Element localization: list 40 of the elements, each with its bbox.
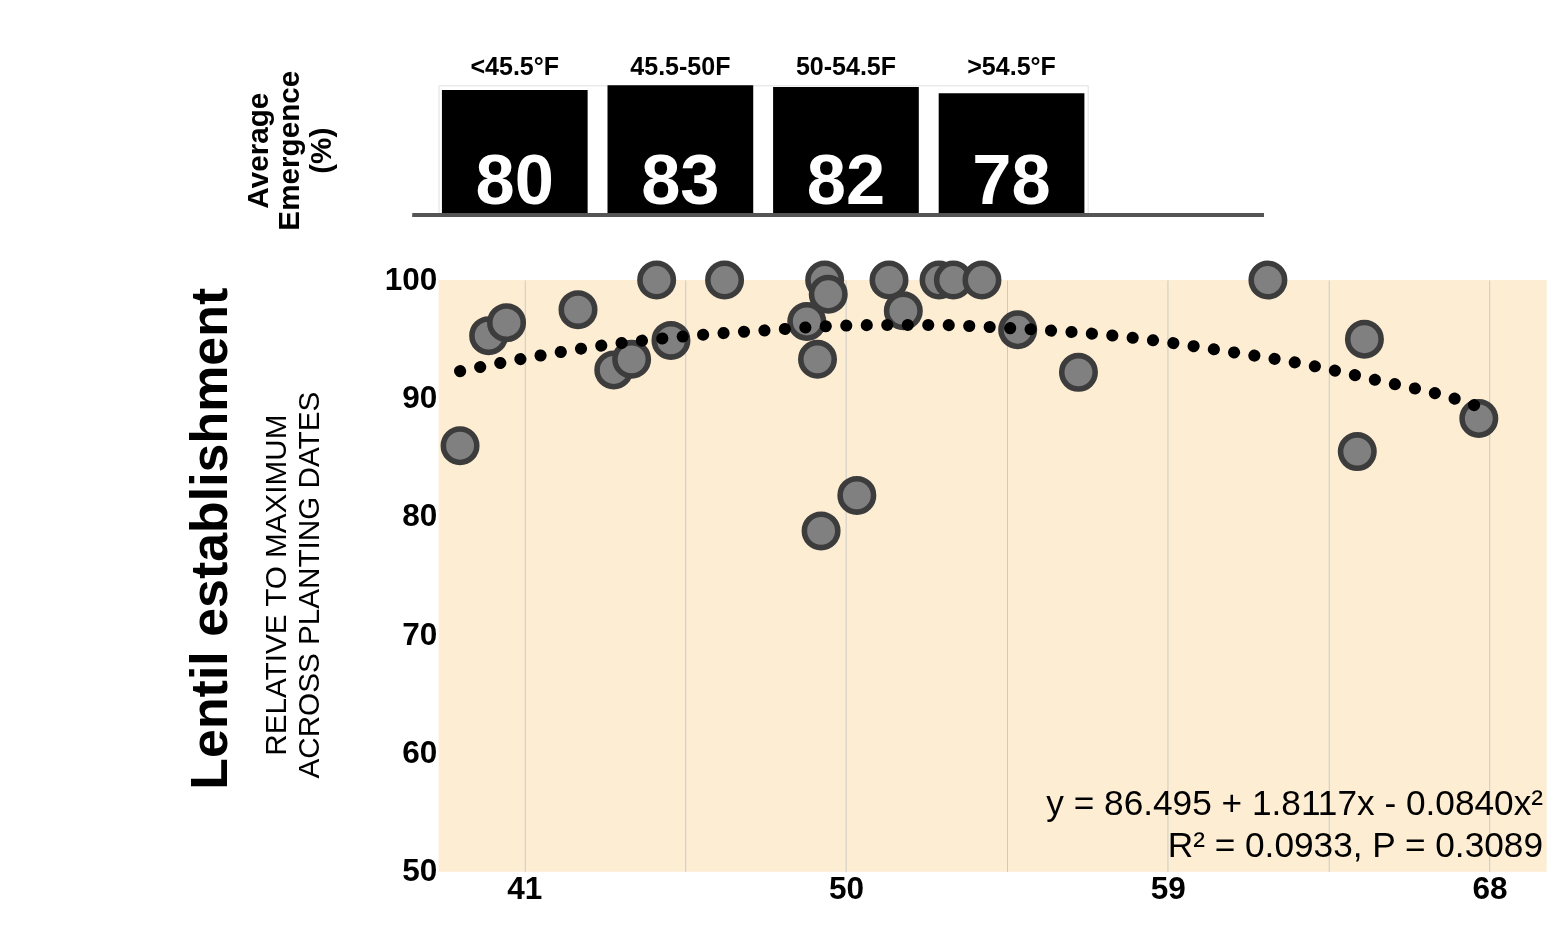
- point: [1058, 352, 1098, 392]
- point: [1337, 432, 1377, 472]
- point: [487, 303, 527, 343]
- point: [705, 260, 745, 300]
- point: [1459, 399, 1499, 438]
- x-tick-label: 68: [1472, 870, 1508, 907]
- y-axis-title: Average Emergence (%): [240, 70, 337, 231]
- y-tick-label: 80: [402, 497, 438, 534]
- point: [558, 290, 598, 330]
- annotation: y = 86.495 + 1.8117x - 0.0840x²: [1046, 783, 1544, 823]
- data-label: 80: [475, 140, 554, 220]
- point: [440, 426, 480, 466]
- x-tick-label: 50-54.5F: [795, 51, 897, 80]
- x-tick-label: <45.5°F: [470, 51, 560, 80]
- x-tick-label: >54.5°F: [967, 51, 1056, 80]
- data-label: 82: [806, 140, 886, 220]
- point: [637, 260, 677, 300]
- y-axis-title: RELATIVE TO MAXIMUM ACROSS PLANTING DATES: [258, 391, 325, 779]
- point: [837, 475, 877, 515]
- y-tick-label: 100: [384, 260, 438, 297]
- point: [869, 260, 909, 300]
- data-label: 83: [641, 140, 720, 220]
- y-tick-label: 70: [402, 615, 438, 652]
- point: [1248, 260, 1288, 300]
- data-label: 78: [972, 140, 1051, 220]
- x-tick-label: 41: [507, 870, 543, 907]
- text: Lentil establishment: [180, 287, 239, 790]
- y-tick-label: 90: [402, 379, 438, 416]
- point: [798, 339, 838, 379]
- point: [801, 511, 841, 551]
- point: [1344, 319, 1384, 359]
- point: [962, 260, 1002, 300]
- x-tick-label: 59: [1150, 870, 1186, 907]
- point: [808, 274, 848, 314]
- x-tick-label: 45.5-50F: [630, 51, 731, 80]
- y-tick-label: 60: [402, 734, 438, 771]
- point: [612, 339, 652, 379]
- point: [883, 291, 923, 331]
- x-tick-label: 50: [829, 870, 865, 907]
- annotation: R² = 0.0933, P = 0.3089: [1167, 824, 1544, 864]
